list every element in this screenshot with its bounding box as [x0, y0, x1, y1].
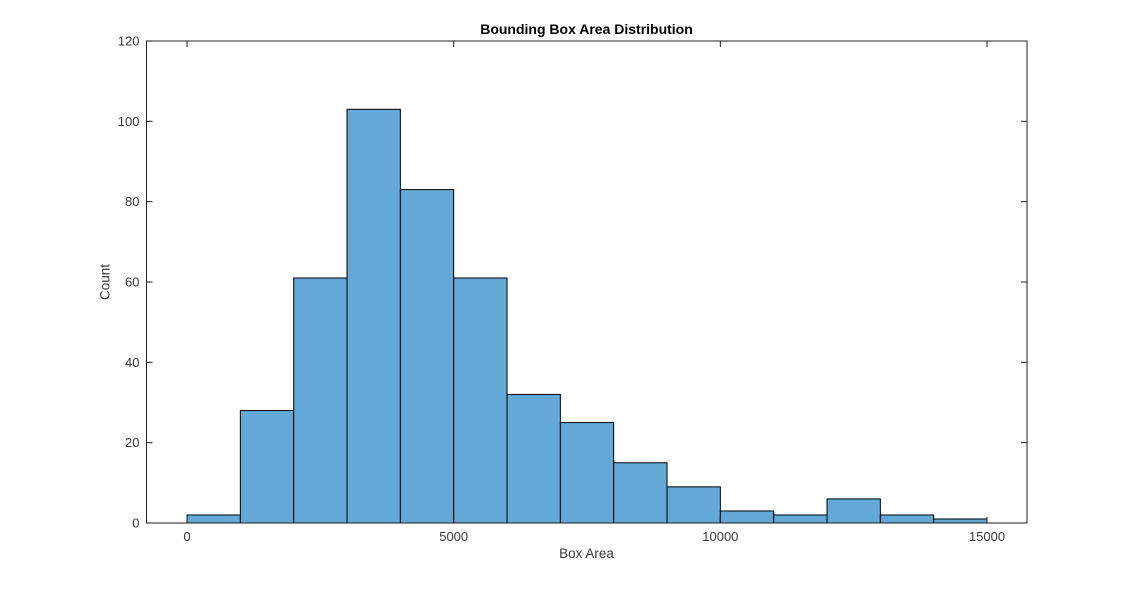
histogram-bar: [719, 510, 775, 524]
x-tick-label: 15000: [969, 529, 1005, 544]
histogram-bar: [506, 393, 561, 524]
histogram-bar: [559, 422, 615, 524]
histogram-bar: [239, 410, 295, 524]
x-tick-label: 0: [183, 529, 190, 544]
chart-title: Bounding Box Area Distribution: [480, 21, 693, 37]
histogram-bar: [826, 498, 881, 524]
y-tick-label: 80: [125, 194, 139, 209]
histogram-bar: [773, 514, 828, 524]
y-tick-label: 40: [125, 355, 139, 370]
y-tick-label: 100: [118, 114, 140, 129]
x-tick-label: 5000: [439, 529, 468, 544]
y-tick-label: 20: [125, 435, 139, 450]
x-axis-label: Box Area: [559, 546, 614, 561]
x-tick-label: 10000: [702, 529, 738, 544]
histogram-bar: [346, 108, 401, 524]
histogram-bar: [293, 277, 348, 524]
histogram-bar: [399, 189, 455, 524]
histogram-bar: [933, 518, 988, 524]
histogram-bar: [666, 486, 721, 524]
histogram-bar: [186, 514, 241, 524]
y-tick-label: 120: [118, 34, 140, 49]
y-tick-label: 60: [125, 275, 139, 290]
y-tick-label: 0: [132, 516, 139, 531]
histogram-bar: [453, 277, 508, 524]
histogram-bar: [613, 462, 668, 524]
histogram-bar: [879, 514, 935, 524]
